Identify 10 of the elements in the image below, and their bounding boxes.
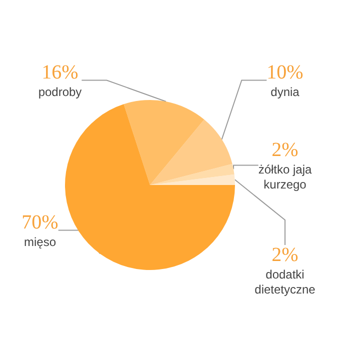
slice-label: mięso (24, 235, 56, 249)
data-label: 10% (266, 62, 304, 84)
data-label: 2% (272, 139, 298, 161)
data-label: 2% (272, 244, 298, 266)
data-label: 16% (42, 62, 78, 84)
slice-label: podroby (38, 85, 82, 99)
slice-label: dodatki dietetyczne (254, 268, 316, 296)
slice-label: żółtko jaja kurzego (258, 162, 312, 192)
slice-label: dynia (270, 85, 300, 99)
data-label: 70% (22, 212, 58, 234)
